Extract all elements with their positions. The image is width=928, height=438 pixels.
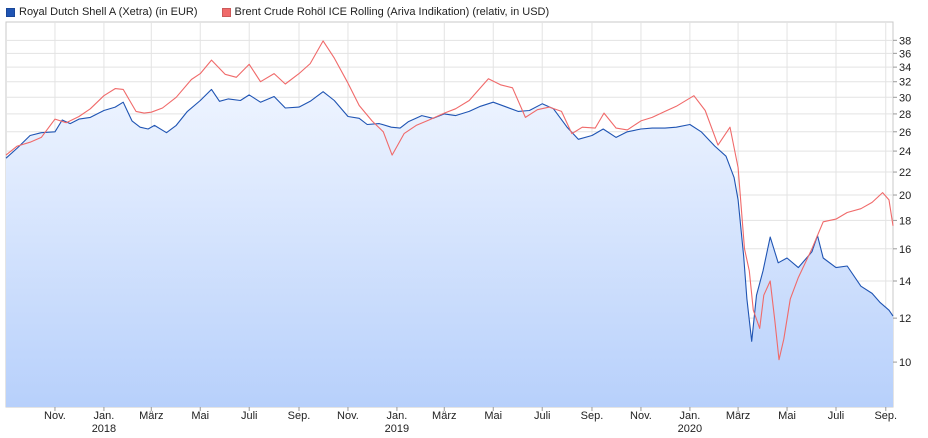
area-layer xyxy=(6,89,893,408)
y-tick-label: 10 xyxy=(899,357,911,369)
x-tick-label: Juli xyxy=(534,410,551,422)
x-tick-label: Nov. xyxy=(337,410,359,422)
x-tick-label: Jan. xyxy=(680,410,701,422)
x-tick-label: Mai xyxy=(484,410,502,422)
series-line-0 xyxy=(5,88,894,342)
y-tick-label: 16 xyxy=(899,244,911,256)
y-tick-label: 24 xyxy=(899,146,911,158)
x-tick-label: März xyxy=(432,410,456,422)
x-tick-label: Jan. xyxy=(387,410,408,422)
y-tick-label: 36 xyxy=(899,48,911,60)
y-tick-label: 26 xyxy=(899,127,911,139)
legend: Royal Dutch Shell A (Xetra) (in EUR) Bre… xyxy=(6,4,573,20)
x-tick-label: März xyxy=(139,410,163,422)
series-area-0 xyxy=(6,89,893,408)
y-tick-label: 32 xyxy=(899,77,911,89)
series-line-1 xyxy=(5,40,894,361)
x-tick-label: Juli xyxy=(828,410,845,422)
x-tick-label: Sep. xyxy=(288,410,311,422)
y-tick-label: 28 xyxy=(899,109,911,121)
x-year-label: 2019 xyxy=(385,423,409,435)
y-tick-label: 18 xyxy=(899,215,911,227)
y-tick-label: 38 xyxy=(899,35,911,47)
legend-swatch-shell xyxy=(6,7,15,17)
x-tick-label: Mai xyxy=(191,410,209,422)
x-tick-label: Sep. xyxy=(581,410,604,422)
y-tick-label: 22 xyxy=(899,167,911,179)
x-year-label: 2020 xyxy=(678,423,702,435)
legend-label-brent: Brent Crude Rohöl ICE Rolling (Ariva Ind… xyxy=(234,6,550,18)
legend-swatch-brent xyxy=(221,7,231,17)
x-tick-label: Juli xyxy=(241,410,258,422)
x-tick-label: Mai xyxy=(778,410,796,422)
x-year-label: 2018 xyxy=(92,423,116,435)
x-tick-label: Sep. xyxy=(874,410,897,422)
x-tick-label: Jan. xyxy=(94,410,115,422)
legend-label-shell: Royal Dutch Shell A (Xetra) (in EUR) xyxy=(19,6,198,18)
x-tick-label: Nov. xyxy=(44,410,66,422)
y-tick-label: 34 xyxy=(899,62,911,74)
legend-item-brent: Brent Crude Rohöl ICE Rolling (Ariva Ind… xyxy=(221,6,550,18)
line-layer xyxy=(5,40,894,361)
x-tick-label: März xyxy=(726,410,750,422)
y-tick-label: 12 xyxy=(899,313,911,325)
x-tick-label: Nov. xyxy=(630,410,652,422)
legend-item-shell: Royal Dutch Shell A (Xetra) (in EUR) xyxy=(6,6,198,18)
y-tick-label: 14 xyxy=(899,276,911,288)
y-tick-label: 30 xyxy=(899,92,911,104)
y-tick-label: 20 xyxy=(899,190,911,202)
